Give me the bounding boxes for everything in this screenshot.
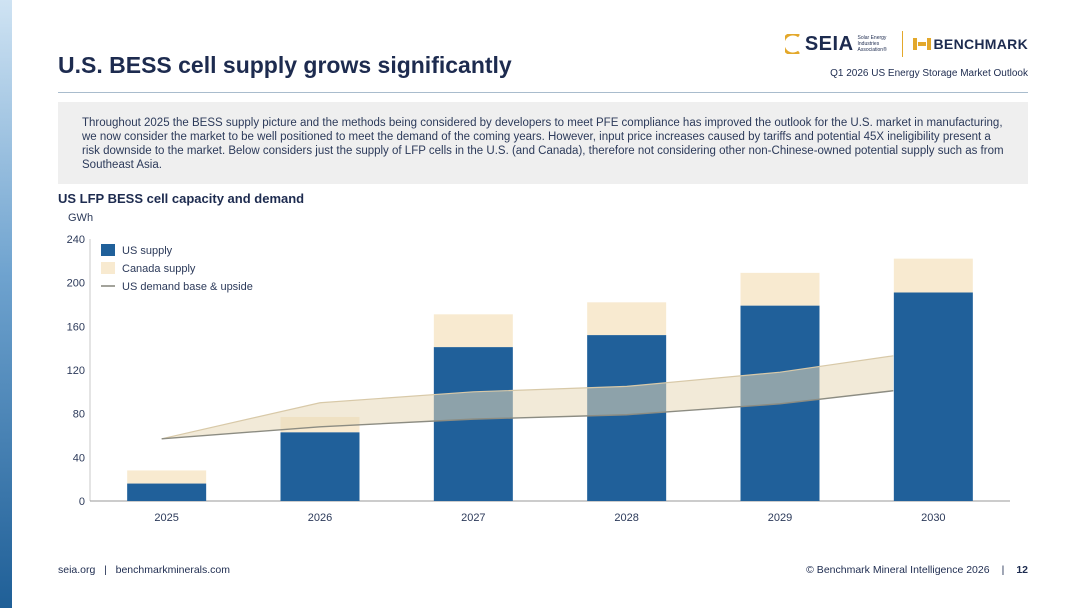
bar-us-supply [893,292,973,501]
x-tick-label: 2026 [308,512,332,524]
intro-box: Throughout 2025 the BESS supply picture … [58,102,1028,184]
y-axis-unit-label: GWh [68,212,93,224]
report-subtitle: Q1 2026 US Energy Storage Market Outlook [830,68,1028,79]
page-title: U.S. BESS cell supply grows significantl… [58,52,512,78]
copyright-text: © Benchmark Mineral Intelligence 2026 [806,564,990,576]
capacity-demand-chart: GWh 0 40 80 120 160 200 240 2025 2026 2027 2028 2029… [67,212,1010,524]
y-tick-label: 160 [67,321,85,333]
demand-base-line [161,390,894,440]
intro-text: Throughout 2025 the BESS supply picture … [82,117,1004,171]
bar-us-supply [127,483,207,501]
footer-separator-right: | [1001,564,1005,576]
page-number: 12 [1016,564,1028,576]
legend-demand-label: US demand base & upside [122,281,253,293]
footer-right: © Benchmark Mineral Intelligence 2026 | … [806,564,1028,576]
bar-canada-supply [893,258,973,293]
x-tick-label: 2027 [461,512,485,524]
x-tick-label: 2025 [154,512,178,524]
logo-group: SEIA Solar Energy Industries Association… [784,30,1028,58]
bar-us-supply [433,347,513,501]
bar-us-supply [280,432,360,501]
legend-us-supply-swatch [101,244,115,256]
y-tick-label: 200 [67,278,85,290]
benchmark-site-link[interactable]: benchmarkminerals.com [115,564,230,576]
header-divider [58,92,1028,93]
bar-canada-supply [740,272,820,306]
y-tick-label: 80 [73,409,85,421]
bar-canada-supply [127,470,207,484]
sun-icon [784,34,800,54]
demand-upside-line [161,355,894,440]
benchmark-logo: BENCHMARK [912,36,1028,52]
benchmark-mark-icon [912,38,931,50]
benchmark-logo-text: BENCHMARK [933,36,1028,52]
x-tick-label: 2030 [921,512,945,524]
footer-links: seia.org | benchmarkminerals.com [58,564,230,576]
y-tick-label: 120 [67,365,85,377]
x-tick-label: 2029 [768,512,792,524]
y-tick-label: 240 [67,234,85,246]
y-tick-label: 0 [79,496,85,508]
logo-divider [901,31,903,57]
legend-canada-supply-swatch [101,262,115,274]
seia-site-link[interactable]: seia.org [58,564,96,576]
demand-band-area [161,355,894,439]
y-tick-label: 40 [73,452,85,464]
bar-us-supply [587,335,667,501]
footer-separator: | [104,564,107,576]
bar-canada-supply [587,302,667,336]
seia-logo-text: SEIA [804,32,854,55]
seia-tagline: Solar Energy Industries Association® [857,35,887,53]
legend-canada-supply-label: Canada supply [122,263,196,275]
chart-title: US LFP BESS cell capacity and demand [58,191,305,206]
bar-canada-supply [433,314,513,348]
legend-us-supply-label: US supply [122,245,173,257]
left-accent-bar [0,0,12,608]
seia-logo: SEIA Solar Energy Industries Association… [784,32,892,56]
x-tick-label: 2028 [614,512,638,524]
